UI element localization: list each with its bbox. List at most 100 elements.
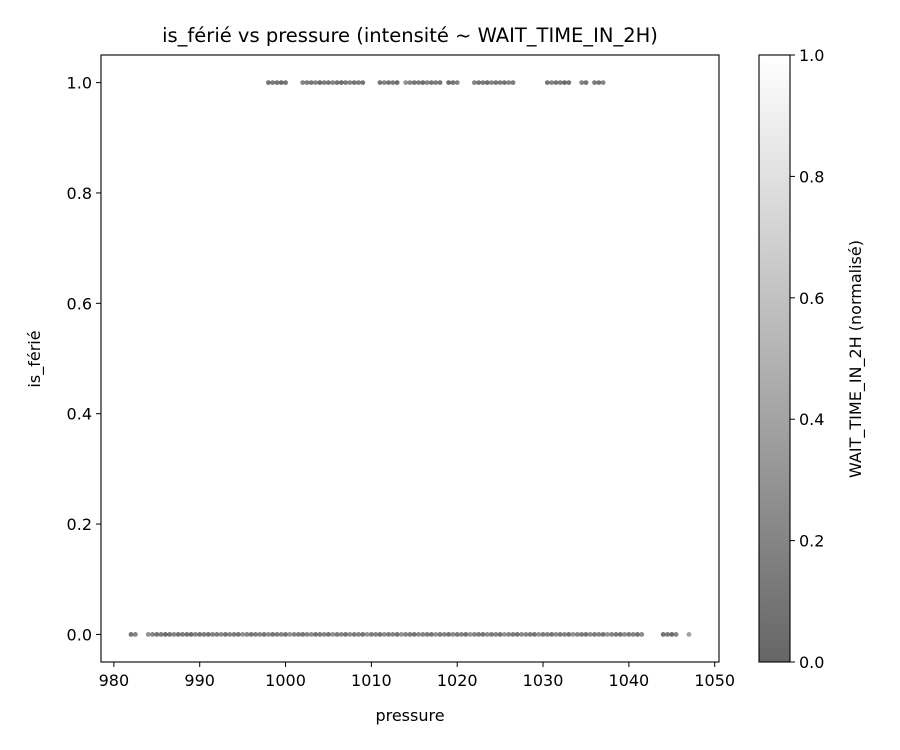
x-tick-label: 1050 <box>694 671 735 690</box>
colorbar-tick-label: 0.4 <box>799 410 824 429</box>
x-tick-label: 1000 <box>265 671 306 690</box>
data-point <box>381 632 387 637</box>
data-point <box>296 632 301 637</box>
data-point <box>248 632 254 637</box>
data-point <box>510 80 516 85</box>
data-point <box>506 80 512 85</box>
x-axis-ticks: 980 990 1000 1010 1020 1030 1040 1050 <box>99 662 735 690</box>
data-point <box>150 632 155 637</box>
data-point <box>218 632 224 637</box>
data-point <box>480 80 486 85</box>
data-point <box>274 80 280 85</box>
data-point <box>347 632 353 637</box>
data-point <box>523 632 529 637</box>
data-point <box>308 80 314 85</box>
data-point <box>454 632 460 637</box>
data-point <box>536 632 542 637</box>
data-point <box>540 632 546 637</box>
data-point <box>390 632 396 637</box>
data-point <box>364 632 370 637</box>
chart-title: is_férié vs pressure (intensité ~ WAIT_T… <box>162 24 658 47</box>
x-tick-label: 1040 <box>609 671 650 690</box>
data-point <box>416 80 421 85</box>
data-point <box>519 632 524 637</box>
data-point <box>424 632 430 637</box>
data-point <box>411 632 417 637</box>
data-point <box>544 80 550 85</box>
data-point <box>506 632 512 637</box>
data-point <box>390 80 396 85</box>
data-point <box>532 632 537 637</box>
data-point <box>433 80 439 85</box>
data-point <box>326 632 331 637</box>
data-point <box>343 80 349 85</box>
y-axis-label: is_férié <box>25 330 45 387</box>
scatter-points <box>128 80 692 637</box>
data-point <box>167 632 173 637</box>
data-point <box>317 80 323 85</box>
data-point <box>669 632 675 637</box>
data-point <box>579 632 585 637</box>
colorbar-ticks: 0.0 0.2 0.4 0.6 0.8 1.0 <box>790 46 824 672</box>
data-point <box>562 632 567 637</box>
data-point <box>566 80 572 85</box>
data-point <box>265 80 271 85</box>
data-point <box>300 80 306 85</box>
data-point <box>493 632 499 637</box>
data-point <box>592 632 597 637</box>
data-point <box>411 80 417 85</box>
x-tick-label: 1030 <box>523 671 564 690</box>
y-tick-label: 0.4 <box>67 405 92 424</box>
data-point <box>463 632 469 637</box>
data-point <box>214 632 220 637</box>
colorbar-label: WAIT_TIME_IN_2H (normalisé) <box>846 240 866 478</box>
data-point <box>476 80 482 85</box>
data-point <box>321 80 327 85</box>
data-point <box>356 632 361 637</box>
y-tick-label: 0.0 <box>67 625 92 644</box>
data-point <box>210 632 215 637</box>
data-point <box>330 632 336 637</box>
data-point <box>562 80 567 85</box>
data-point <box>497 80 503 85</box>
data-point <box>175 632 181 637</box>
data-point <box>557 632 563 637</box>
data-point <box>441 632 447 637</box>
colorbar <box>758 54 791 663</box>
data-point <box>437 632 443 637</box>
data-point <box>270 80 276 85</box>
data-point <box>514 632 520 637</box>
y-axis-ticks: 0.0 0.2 0.4 0.6 0.8 1.0 <box>67 74 101 644</box>
data-point <box>660 632 666 637</box>
data-point <box>613 632 619 637</box>
data-point <box>510 632 516 637</box>
plot-frame <box>100 54 720 663</box>
data-point <box>223 632 228 637</box>
data-point <box>231 632 237 637</box>
data-point <box>201 632 207 637</box>
data-point <box>583 632 589 637</box>
data-point <box>326 80 331 85</box>
data-point <box>291 632 297 637</box>
data-point <box>313 632 318 637</box>
data-point <box>429 632 434 637</box>
data-point <box>549 80 555 85</box>
data-point <box>592 80 597 85</box>
colorbar-tick-label: 0.2 <box>799 532 824 551</box>
x-tick-label: 1020 <box>437 671 478 690</box>
data-point <box>407 80 413 85</box>
data-point <box>570 632 576 637</box>
data-point <box>338 80 344 85</box>
data-point <box>304 80 310 85</box>
data-point <box>484 80 490 85</box>
y-tick-label: 0.8 <box>67 184 92 203</box>
data-point <box>373 632 379 637</box>
data-point <box>630 632 636 637</box>
x-tick-label: 980 <box>99 671 130 690</box>
data-point <box>368 632 374 637</box>
data-point <box>171 632 177 637</box>
data-point <box>356 80 361 85</box>
data-point <box>566 632 572 637</box>
data-point <box>278 632 284 637</box>
data-point <box>274 632 280 637</box>
